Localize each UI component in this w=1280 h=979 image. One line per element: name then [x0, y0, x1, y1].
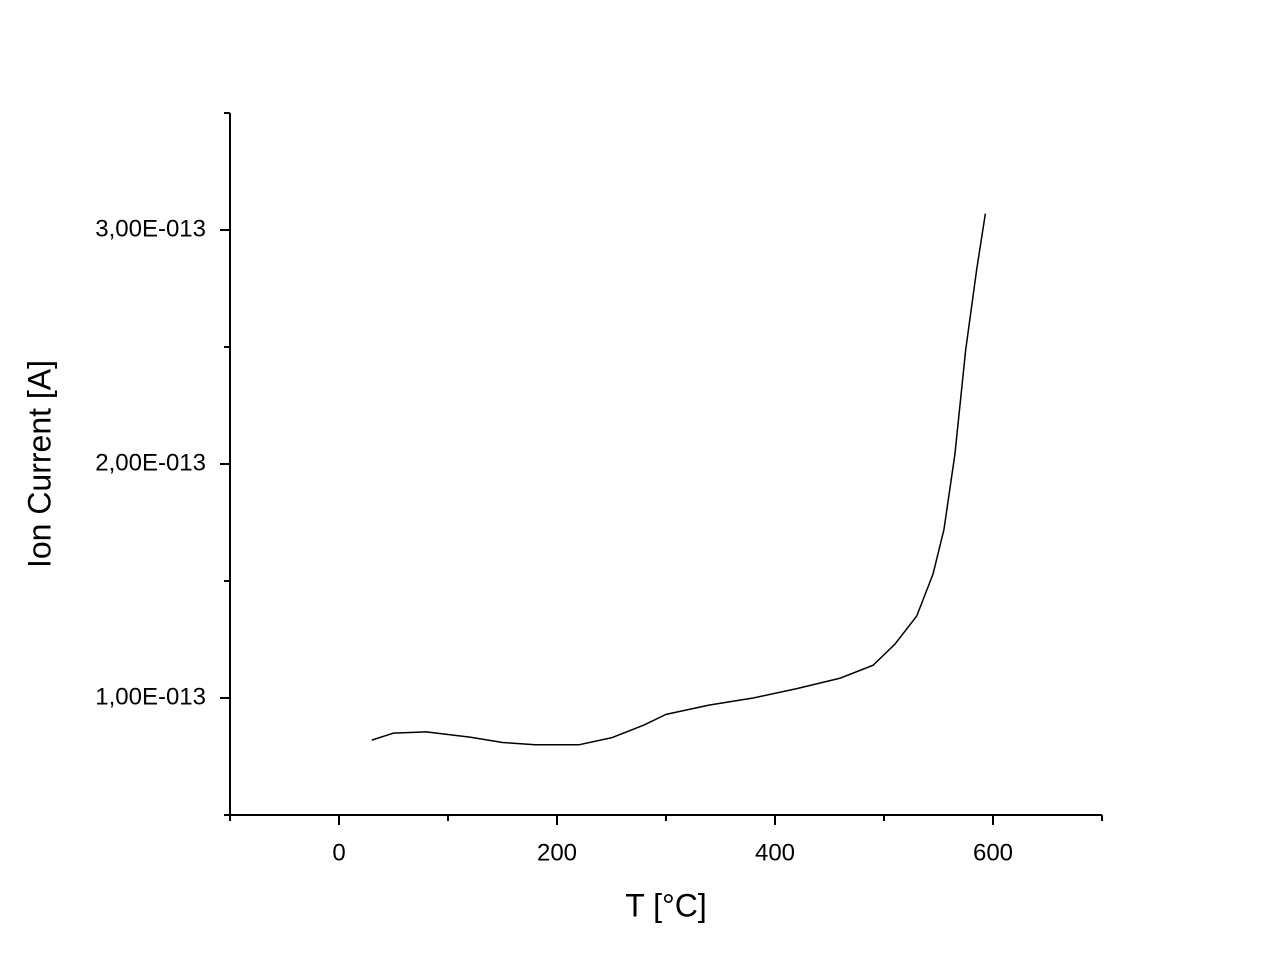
- y-tick-label: 2,00E-013: [95, 449, 206, 476]
- x-tick-label: 400: [755, 839, 795, 866]
- x-tick-label: 600: [973, 839, 1013, 866]
- y-axis-label: Ion Current [A]: [21, 360, 57, 568]
- y-tick-label: 1,00E-013: [95, 683, 206, 710]
- x-tick-label: 200: [537, 839, 577, 866]
- x-axis-label: T [°C]: [625, 887, 707, 923]
- y-tick-label: 3,00E-013: [95, 215, 206, 242]
- x-tick-label: 0: [332, 839, 345, 866]
- data-line: [371, 213, 987, 746]
